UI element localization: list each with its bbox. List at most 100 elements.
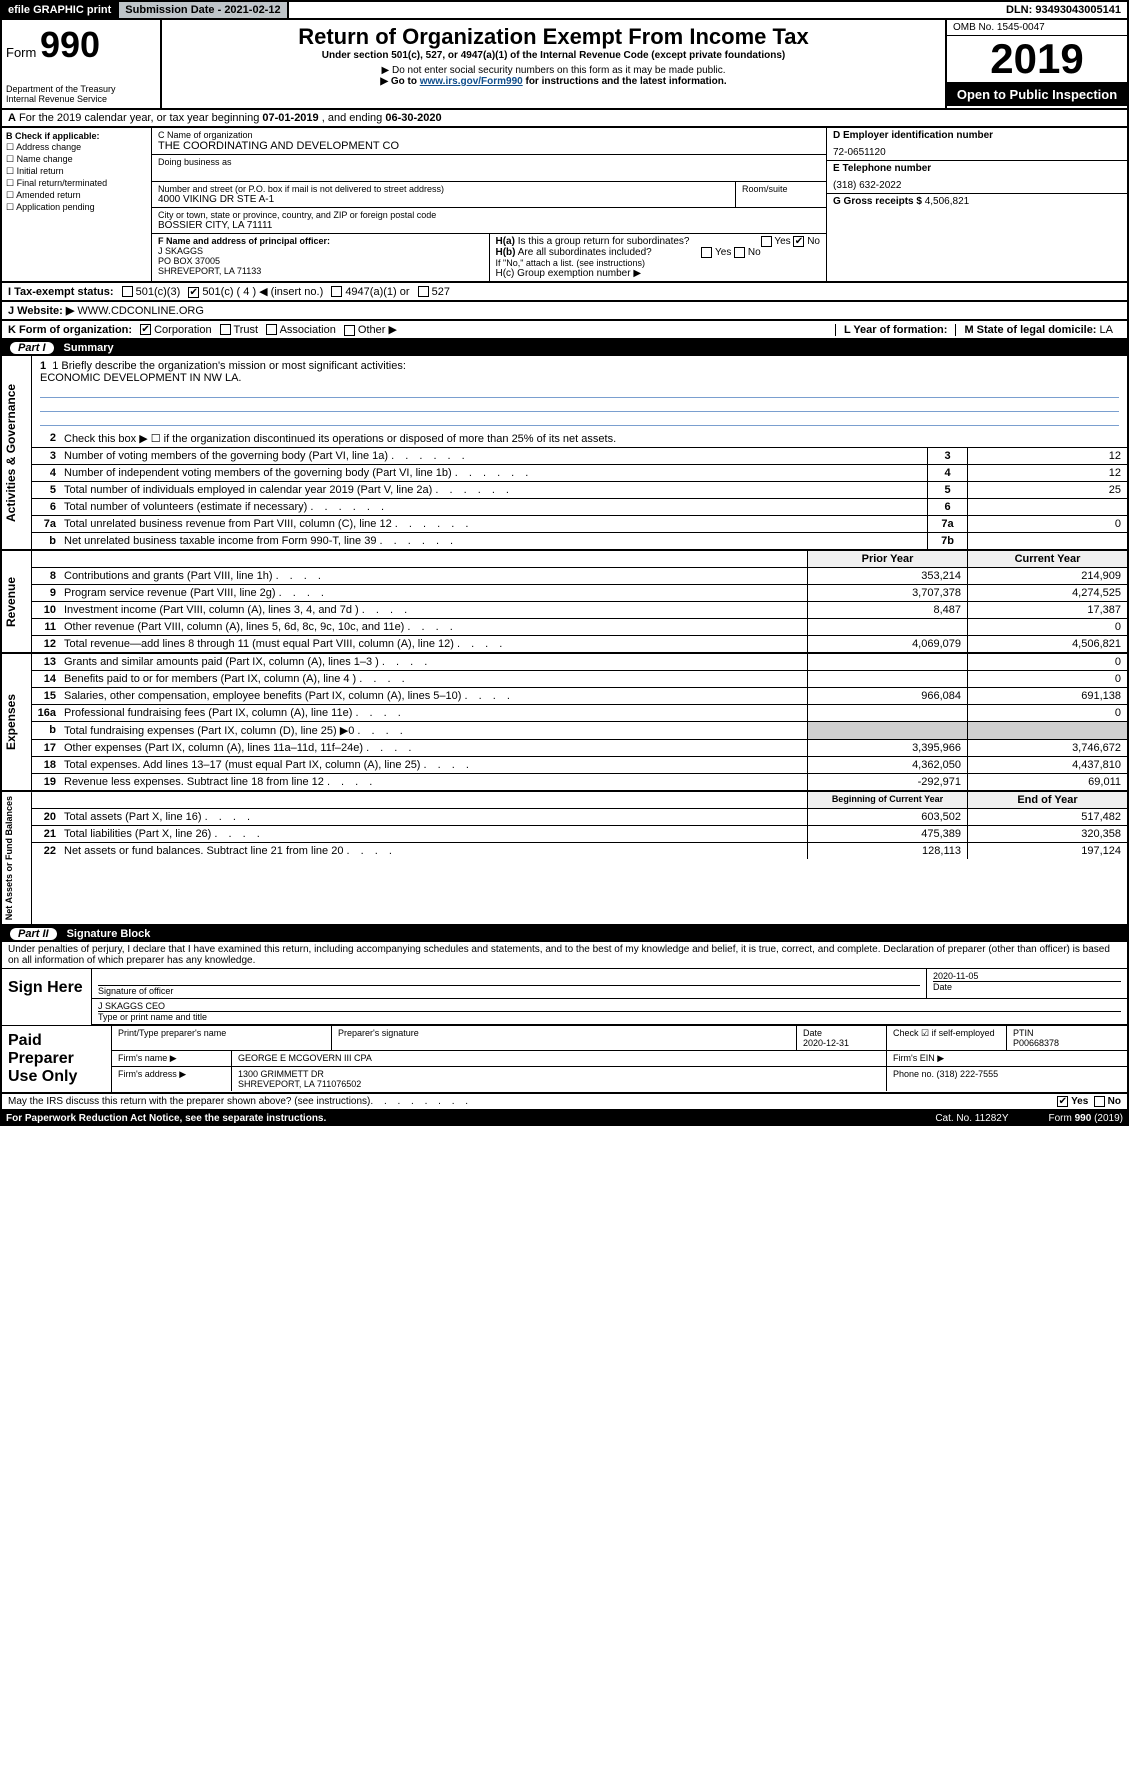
paid-label: Paid Preparer Use Only bbox=[2, 1026, 112, 1092]
check-address[interactable]: Address change bbox=[6, 142, 147, 153]
summary-governance: Activities & Governance 1 1 Briefly desc… bbox=[0, 356, 1129, 551]
top-bar: efile GRAPHIC print Submission Date - 20… bbox=[0, 0, 1129, 20]
mission-text: ECONOMIC DEVELOPMENT IN NW LA. bbox=[40, 372, 1119, 384]
firm-name: GEORGE E MCGOVERN III CPA bbox=[232, 1051, 887, 1066]
city-state-zip: BOSSIER CITY, LA 71111 bbox=[158, 220, 820, 231]
row-i: I Tax-exempt status: 501(c)(3) 501(c) ( … bbox=[0, 283, 1129, 302]
gov-line-4: 4 Number of independent voting members o… bbox=[32, 465, 1127, 482]
gov-line-6: 6 Total number of volunteers (estimate i… bbox=[32, 499, 1127, 516]
form-header: Form 990 Department of the Treasury Inte… bbox=[0, 20, 1129, 110]
hb-no[interactable] bbox=[734, 247, 745, 258]
irs-link[interactable]: www.irs.gov/Form990 bbox=[420, 76, 523, 87]
k-trust[interactable] bbox=[220, 324, 231, 335]
ein-cell: D Employer identification number 72-0651… bbox=[827, 128, 1127, 161]
form-id-cell: Form 990 Department of the Treasury Inte… bbox=[2, 20, 162, 108]
org-name: THE COORDINATING AND DEVELOPMENT CO bbox=[158, 140, 820, 152]
phone: (318) 632-2022 bbox=[833, 180, 1121, 191]
dln: DLN: 93493043005141 bbox=[1000, 2, 1127, 18]
gross-receipts: G Gross receipts $ 4,506,821 bbox=[827, 194, 1127, 209]
summary-revenue: Revenue Prior Year Current Year 8 Contri… bbox=[0, 551, 1129, 654]
submission-date: Submission Date - 2021-02-12 bbox=[117, 2, 288, 18]
phone-cell: E Telephone number (318) 632-2022 bbox=[827, 161, 1127, 194]
omb-number: OMB No. 1545-0047 bbox=[947, 20, 1127, 36]
501c3-check[interactable] bbox=[122, 286, 133, 297]
net-header: Beginning of Current Year End of Year bbox=[32, 792, 1127, 809]
summary-expenses: Expenses 13 Grants and similar amounts p… bbox=[0, 654, 1129, 792]
discuss-row: May the IRS discuss this return with the… bbox=[0, 1094, 1129, 1111]
gov-line-5: 5 Total number of individuals employed i… bbox=[32, 482, 1127, 499]
tab-expenses: Expenses bbox=[2, 654, 32, 790]
submission-spacer bbox=[289, 8, 301, 12]
sig-officer-cell: Signature of officer bbox=[92, 969, 927, 998]
line-9: 9 Program service revenue (Part VIII, li… bbox=[32, 585, 1127, 602]
check-pending[interactable]: Application pending bbox=[6, 202, 147, 213]
line-17: 17 Other expenses (Part IX, column (A), … bbox=[32, 740, 1127, 757]
website: WWW.CDCONLINE.ORG bbox=[77, 305, 204, 317]
subtitle-3: ▶ Go to www.irs.gov/Form990 for instruct… bbox=[166, 76, 941, 87]
check-amended[interactable]: Amended return bbox=[6, 190, 147, 201]
gross-val: 4,506,821 bbox=[925, 196, 970, 207]
501c-check[interactable] bbox=[188, 287, 199, 298]
form-word: Form bbox=[6, 45, 36, 60]
h-b: H(b) Are all subordinates included? Yes … bbox=[496, 247, 821, 258]
b-label: B Check if applicable: bbox=[6, 131, 147, 141]
line-21: 21 Total liabilities (Part X, line 26) .… bbox=[32, 826, 1127, 843]
h-a: H(a) Is this a group return for subordin… bbox=[496, 236, 821, 247]
ha-no[interactable] bbox=[793, 236, 804, 247]
527-check[interactable] bbox=[418, 286, 429, 297]
col-c: C Name of organization THE COORDINATING … bbox=[152, 128, 827, 281]
mission-block: 1 1 Briefly describe the organization's … bbox=[32, 356, 1127, 430]
title-cell: Return of Organization Exempt From Incom… bbox=[162, 20, 947, 108]
discuss-no[interactable] bbox=[1094, 1096, 1105, 1107]
rev-header: Prior Year Current Year bbox=[32, 551, 1127, 568]
row-j: J Website: ▶ WWW.CDCONLINE.ORG bbox=[0, 302, 1129, 321]
check-final[interactable]: Final return/terminated bbox=[6, 178, 147, 189]
signature-block: Under penalties of perjury, I declare th… bbox=[0, 942, 1129, 1094]
line-8: 8 Contributions and grants (Part VIII, l… bbox=[32, 568, 1127, 585]
tab-net: Net Assets or Fund Balances bbox=[2, 792, 32, 924]
ein: 72-0651120 bbox=[833, 147, 1121, 158]
tab-governance: Activities & Governance bbox=[2, 356, 32, 549]
k-corp[interactable] bbox=[140, 324, 151, 335]
dept-treasury: Department of the Treasury bbox=[6, 84, 156, 94]
street-address: 4000 VIKING DR STE A-1 bbox=[158, 194, 729, 205]
sig-date-cell: 2020-11-05Date bbox=[927, 969, 1127, 998]
form-number: 990 bbox=[40, 24, 100, 65]
sign-here-label: Sign Here bbox=[2, 969, 92, 1025]
dba-cell: Doing business as bbox=[152, 155, 826, 182]
line-12: 12 Total revenue—add lines 8 through 11 … bbox=[32, 636, 1127, 652]
line-15: 15 Salaries, other compensation, employe… bbox=[32, 688, 1127, 705]
tax-year: 2019 bbox=[947, 36, 1127, 83]
hb-yes[interactable] bbox=[701, 247, 712, 258]
part1-header: Part I Summary bbox=[0, 340, 1129, 356]
h-c: H(c) Group exemption number ▶ bbox=[496, 268, 821, 279]
form-title: Return of Organization Exempt From Incom… bbox=[166, 24, 941, 50]
irs-label: Internal Revenue Service bbox=[6, 94, 156, 104]
gov-line-b: b Net unrelated business taxable income … bbox=[32, 533, 1127, 549]
penalty-text: Under penalties of perjury, I declare th… bbox=[2, 942, 1127, 969]
check-name[interactable]: Name change bbox=[6, 154, 147, 165]
subtitle-1: Under section 501(c), 527, or 4947(a)(1)… bbox=[166, 50, 941, 61]
efile-graphic[interactable]: efile GRAPHIC print bbox=[2, 2, 117, 18]
line-19: 19 Revenue less expenses. Subtract line … bbox=[32, 774, 1127, 790]
line-a: A For the 2019 calendar year, or tax yea… bbox=[0, 110, 1129, 128]
ha-yes[interactable] bbox=[761, 236, 772, 247]
line-16a: 16a Professional fundraising fees (Part … bbox=[32, 705, 1127, 722]
line-18: 18 Total expenses. Add lines 13–17 (must… bbox=[32, 757, 1127, 774]
officer-city: SHREVEPORT, LA 71133 bbox=[158, 266, 483, 276]
org-name-cell: C Name of organization THE COORDINATING … bbox=[152, 128, 826, 155]
check-initial[interactable]: Initial return bbox=[6, 166, 147, 177]
4947-check[interactable] bbox=[331, 286, 342, 297]
sig-name-cell: J SKAGGS CEOType or print name and title bbox=[92, 999, 1127, 1024]
line-14: 14 Benefits paid to or for members (Part… bbox=[32, 671, 1127, 688]
summary-net: Net Assets or Fund Balances Beginning of… bbox=[0, 792, 1129, 926]
city-cell: City or town, state or province, country… bbox=[152, 208, 826, 234]
entity-section: B Check if applicable: Address change Na… bbox=[0, 128, 1129, 283]
h-section: H(a) Is this a group return for subordin… bbox=[490, 234, 827, 281]
line-11: 11 Other revenue (Part VIII, column (A),… bbox=[32, 619, 1127, 636]
line-22: 22 Net assets or fund balances. Subtract… bbox=[32, 843, 1127, 859]
subtitle-2: ▶ Do not enter social security numbers o… bbox=[166, 65, 941, 76]
k-other[interactable] bbox=[344, 325, 355, 336]
k-assoc[interactable] bbox=[266, 324, 277, 335]
discuss-yes[interactable] bbox=[1057, 1096, 1068, 1107]
